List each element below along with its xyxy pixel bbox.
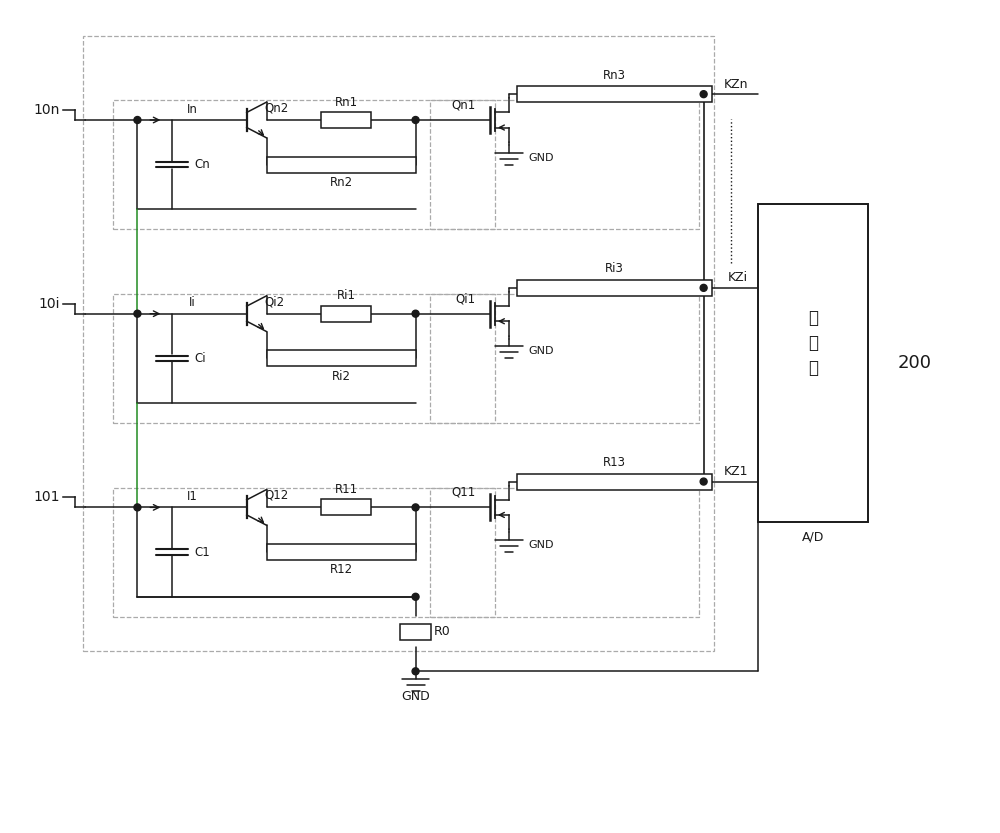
Text: KZn: KZn (724, 77, 748, 91)
Text: 200: 200 (897, 354, 931, 372)
Text: R11: R11 (334, 483, 358, 496)
Text: Ri1: Ri1 (337, 289, 356, 302)
Text: Q12: Q12 (265, 489, 289, 502)
Bar (267, 351, 416, 367)
Text: Rn1: Rn1 (334, 96, 358, 108)
Text: In: In (187, 102, 198, 116)
Bar (267, 544, 416, 560)
Text: Ii: Ii (189, 297, 195, 309)
Circle shape (412, 310, 419, 317)
Circle shape (412, 504, 419, 511)
Text: GND: GND (529, 540, 554, 550)
Text: Rn3: Rn3 (603, 69, 626, 82)
Text: R13: R13 (603, 456, 626, 469)
Bar (430, 100, 699, 229)
Text: 101: 101 (33, 491, 60, 505)
Text: 控
制
器: 控 制 器 (808, 310, 818, 377)
Circle shape (700, 478, 707, 485)
Text: A/D: A/D (802, 531, 824, 544)
Circle shape (412, 593, 419, 601)
Text: KZ1: KZ1 (724, 465, 748, 478)
Bar (113, 487, 495, 616)
Circle shape (134, 504, 141, 511)
Bar (400, 624, 431, 640)
Bar (430, 294, 699, 423)
Text: GND: GND (529, 152, 554, 162)
Circle shape (134, 117, 141, 123)
Bar (517, 474, 712, 490)
Bar (517, 280, 712, 296)
Text: 10n: 10n (34, 103, 60, 117)
Text: C1: C1 (194, 546, 210, 559)
Text: Q11: Q11 (451, 486, 475, 499)
Text: KZi: KZi (728, 272, 748, 284)
Bar (758, 204, 868, 522)
Bar (113, 294, 495, 423)
Text: Qn2: Qn2 (265, 102, 289, 115)
Bar (430, 487, 699, 616)
Text: Ri2: Ri2 (332, 370, 351, 383)
Text: Qi1: Qi1 (455, 292, 475, 305)
Text: Cn: Cn (194, 158, 210, 172)
Text: 10i: 10i (38, 297, 60, 311)
Circle shape (412, 668, 419, 675)
Text: I1: I1 (187, 490, 198, 503)
Text: Qi2: Qi2 (265, 295, 285, 308)
Text: Qn1: Qn1 (451, 98, 475, 112)
Bar (83, 36, 714, 651)
Text: R0: R0 (433, 625, 450, 638)
Circle shape (134, 310, 141, 317)
Bar (321, 306, 371, 322)
Text: Ri3: Ri3 (605, 262, 624, 276)
Text: Rn2: Rn2 (330, 176, 353, 189)
Text: Ci: Ci (194, 352, 206, 365)
Circle shape (700, 284, 707, 292)
Bar (113, 100, 495, 229)
Text: GND: GND (529, 347, 554, 357)
Bar (321, 500, 371, 516)
Text: R12: R12 (330, 563, 353, 576)
Bar (517, 87, 712, 102)
Bar (321, 112, 371, 128)
Circle shape (700, 91, 707, 97)
Text: GND: GND (401, 690, 430, 702)
Circle shape (412, 117, 419, 123)
Bar (267, 157, 416, 172)
